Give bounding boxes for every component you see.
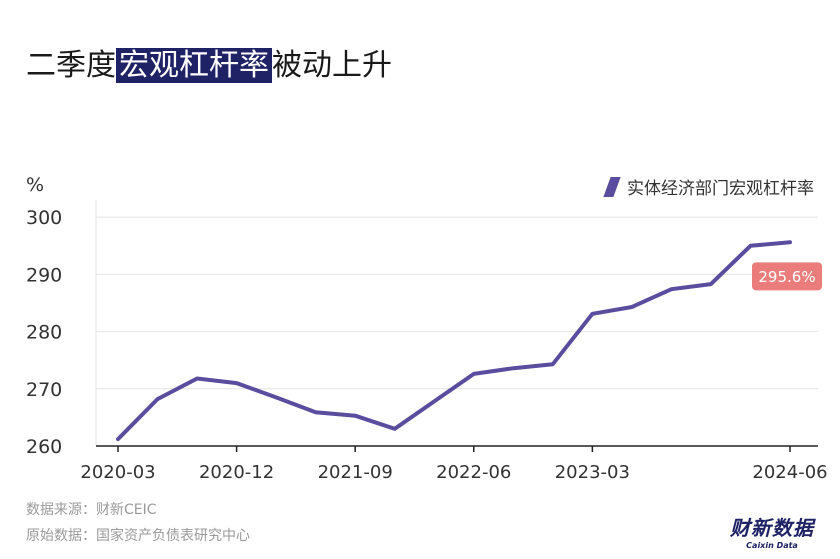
x-tick-2024-06: 2024-06 [752,462,827,483]
title-highlight: 宏观杠杆率 [116,48,272,83]
original-data-note: 原始数据：国家资产负债表研究中心 [26,528,250,544]
x-tick-2022-06: 2022-06 [436,462,511,483]
brand-en: Caixin Data [746,541,798,550]
y-axis-unit: % [26,174,45,196]
x-tick-2023-03: 2023-03 [555,462,630,483]
x-axis: 2020-03 2020-12 2021-09 2022-06 2023-03 2024-… [80,445,828,483]
y-tick-300: 300 [26,207,62,229]
x-tick-2020-03: 2020-03 [80,462,155,483]
legend-label: 实体经济部门宏观杠杆率 [627,179,814,199]
y-tick-labels: 260 270 280 290 300 [26,207,62,458]
value-label-bg [752,262,822,291]
value-label: 295.6% [758,268,815,286]
title-prefix: 二季度 [26,48,116,83]
series-line [116,240,792,442]
series-line-group [116,240,792,442]
brand-cn: 财新数据 [730,516,814,540]
annotations: 295.6% [752,262,822,291]
brand-logo: 财新数据 Caixin Data [730,512,814,550]
y-tick-280: 280 [26,322,62,344]
x-tick-2021-09: 2021-09 [318,462,393,483]
y-tick-290: 290 [26,264,62,286]
title-suffix: 被动上升 [272,48,392,83]
y-tick-260: 260 [26,436,62,458]
y-tick-270: 270 [26,379,62,401]
x-tick-2020-12: 2020-12 [199,462,274,483]
grid-lines [95,200,818,446]
legend: 实体经济部门宏观杠杆率 [603,174,814,199]
source-note: 数据来源：财新CEIC [26,502,157,518]
chart-title: 二季度 宏观杠杆率 被动上升 [26,40,392,84]
